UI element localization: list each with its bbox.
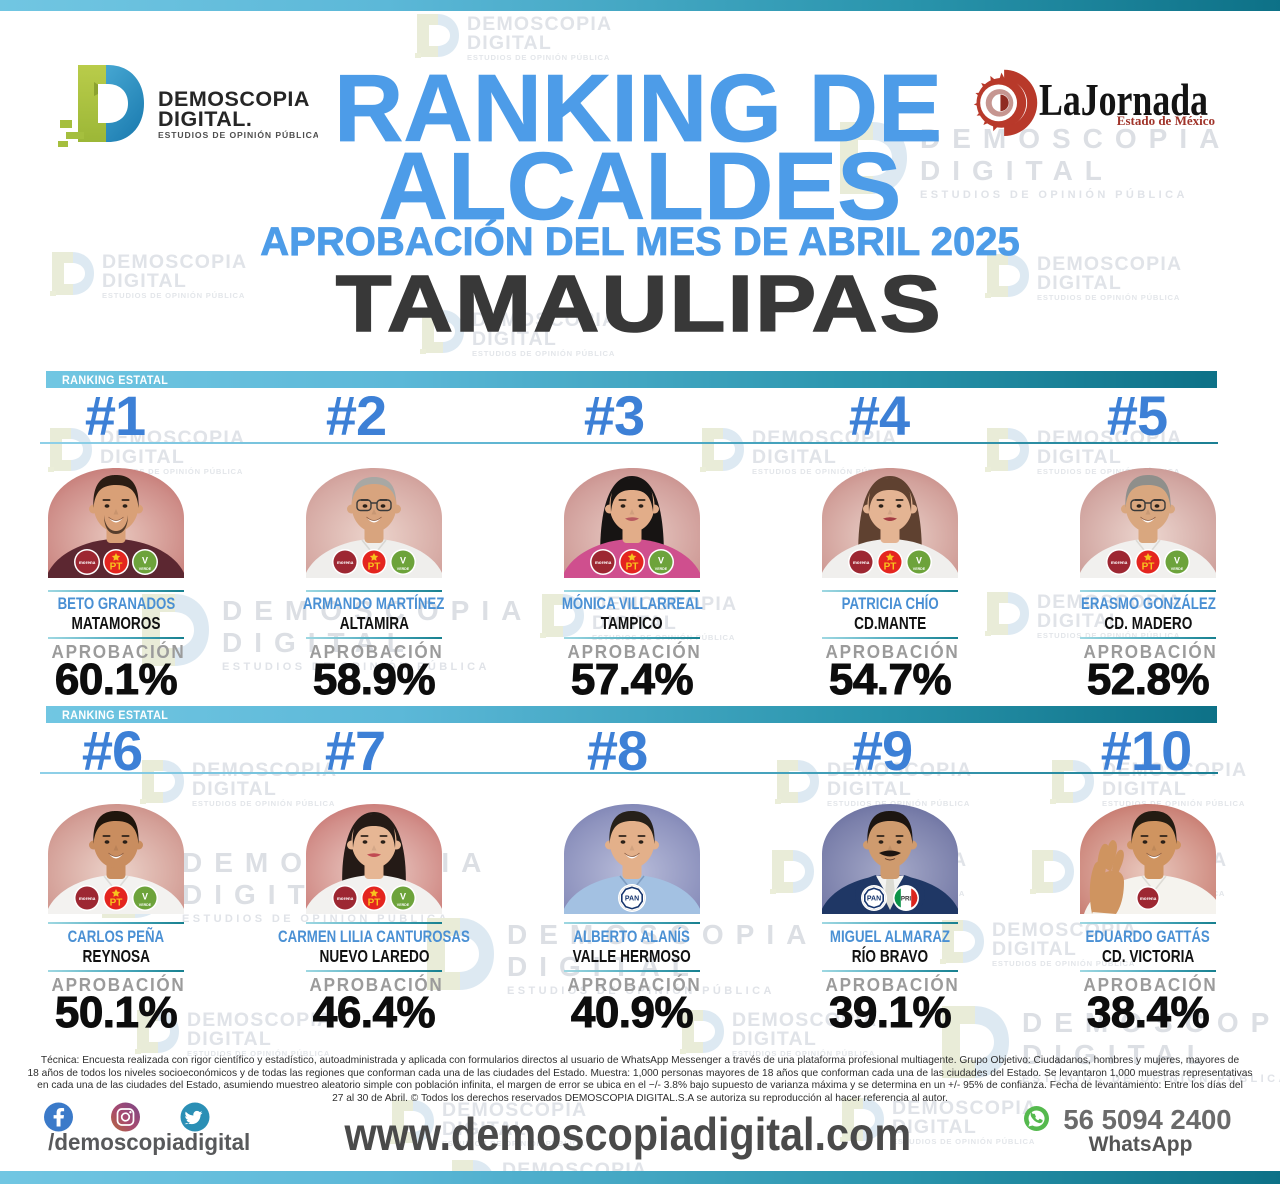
svg-text:DEMOSCOPIA: DEMOSCOPIA	[158, 87, 310, 111]
svg-text:PT: PT	[110, 898, 123, 909]
svg-text:VERDE: VERDE	[139, 567, 152, 571]
svg-text:PT: PT	[626, 562, 639, 573]
svg-text:VERDE: VERDE	[913, 567, 926, 571]
svg-text:VERDE: VERDE	[397, 567, 410, 571]
svg-text:PRI: PRI	[901, 896, 912, 903]
svg-text:PT: PT	[1142, 562, 1155, 573]
svg-text:V: V	[400, 892, 406, 902]
svg-text:PT: PT	[368, 898, 381, 909]
svg-text:morena: morena	[1140, 896, 1157, 901]
svg-text:V: V	[142, 892, 148, 902]
svg-text:V: V	[142, 556, 148, 566]
svg-text:ESTUDIOS DE OPINIÓN PÚBLICA: ESTUDIOS DE OPINIÓN PÚBLICA	[158, 129, 318, 140]
svg-text:PAN: PAN	[867, 896, 881, 903]
svg-text:morena: morena	[337, 896, 354, 901]
svg-text:PAN: PAN	[625, 896, 639, 903]
svg-text:PT: PT	[884, 562, 897, 573]
svg-text:V: V	[658, 556, 664, 566]
svg-text:morena: morena	[1111, 560, 1128, 565]
svg-text:morena: morena	[79, 896, 96, 901]
svg-text:V: V	[916, 556, 922, 566]
svg-text:morena: morena	[853, 560, 870, 565]
svg-text:morena: morena	[337, 560, 354, 565]
svg-text:VERDE: VERDE	[1171, 567, 1184, 571]
svg-text:VERDE: VERDE	[397, 903, 410, 907]
svg-text:morena: morena	[79, 560, 96, 565]
svg-text:PT: PT	[368, 562, 381, 573]
svg-text:V: V	[1174, 556, 1180, 566]
svg-text:LaJornada: LaJornada	[1039, 75, 1208, 125]
svg-text:Estado de México: Estado de México	[1117, 113, 1215, 128]
svg-text:DIGITAL.: DIGITAL.	[158, 107, 252, 131]
svg-text:V: V	[400, 556, 406, 566]
svg-text:PT: PT	[110, 562, 123, 573]
svg-text:morena: morena	[595, 560, 612, 565]
svg-text:VERDE: VERDE	[655, 567, 668, 571]
svg-text:VERDE: VERDE	[139, 903, 152, 907]
